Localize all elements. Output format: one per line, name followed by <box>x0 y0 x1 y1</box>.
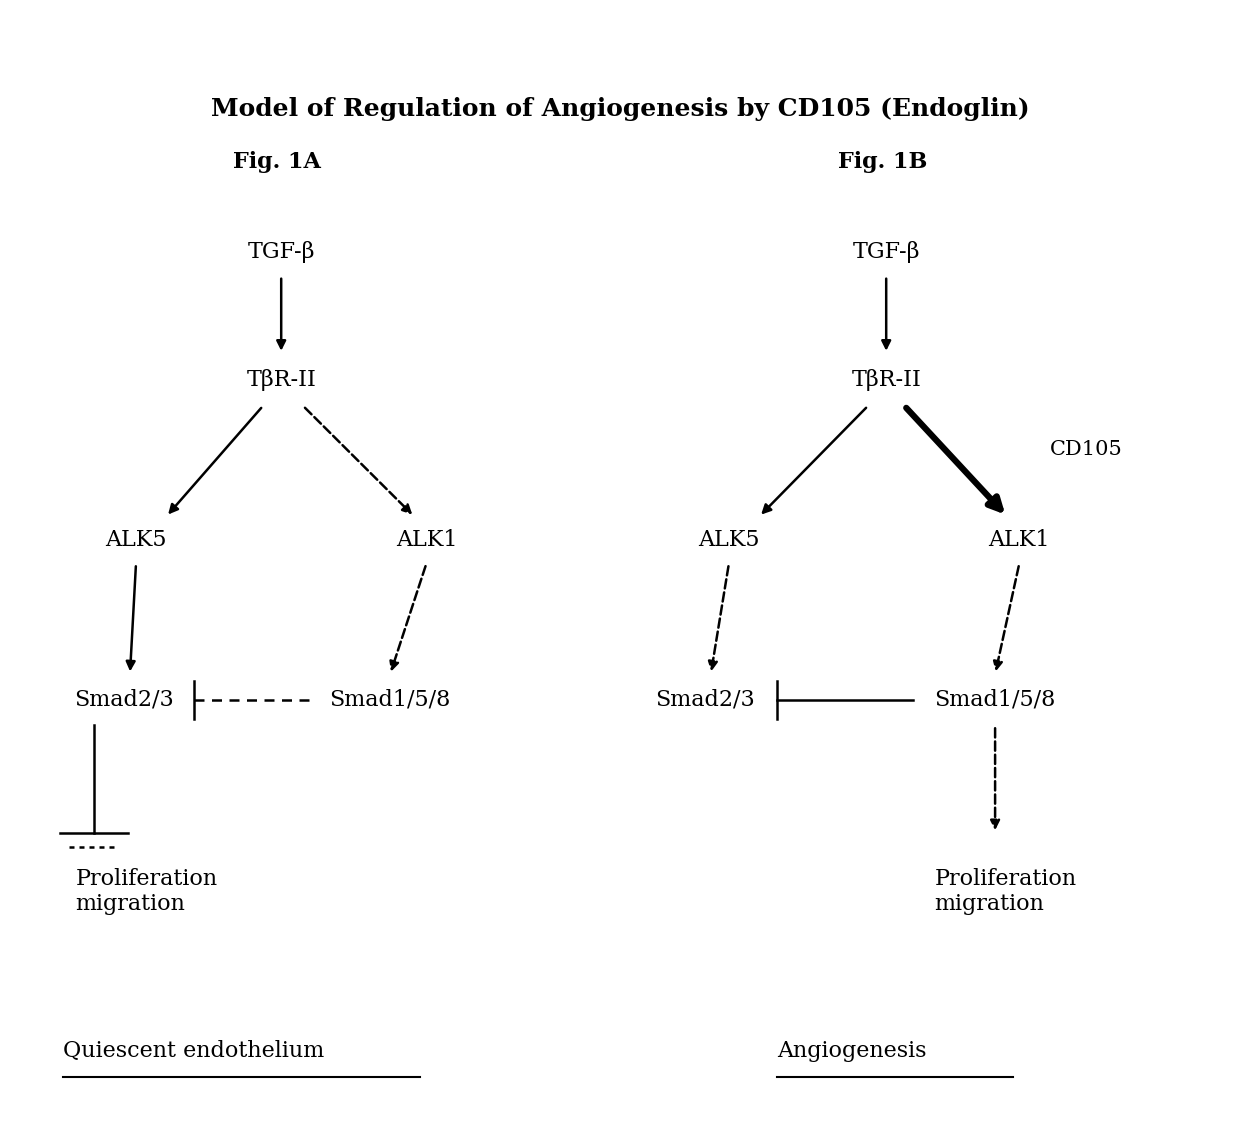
Text: CD105: CD105 <box>1049 440 1122 459</box>
Text: ALK1: ALK1 <box>396 529 458 551</box>
Text: Fig. 1B: Fig. 1B <box>838 151 928 172</box>
Text: Proliferation
migration: Proliferation migration <box>76 868 218 915</box>
Text: Quiescent endothelium: Quiescent endothelium <box>63 1041 325 1062</box>
Text: TβR-II: TβR-II <box>852 370 921 391</box>
Text: Smad2/3: Smad2/3 <box>74 689 174 711</box>
Text: ALK5: ALK5 <box>105 529 166 551</box>
Text: ALK1: ALK1 <box>988 529 1050 551</box>
Text: TβR-II: TβR-II <box>247 370 316 391</box>
Text: Smad1/5/8: Smad1/5/8 <box>935 689 1055 711</box>
Text: ALK5: ALK5 <box>698 529 760 551</box>
Text: Model of Regulation of Angiogenesis by CD105 (Endoglin): Model of Regulation of Angiogenesis by C… <box>211 97 1029 121</box>
Text: Proliferation
migration: Proliferation migration <box>935 868 1076 915</box>
Text: TGF-β: TGF-β <box>852 242 920 264</box>
Text: TGF-β: TGF-β <box>248 242 315 264</box>
Text: Smad1/5/8: Smad1/5/8 <box>330 689 451 711</box>
Text: Smad2/3: Smad2/3 <box>655 689 755 711</box>
Text: Fig. 1A: Fig. 1A <box>233 151 321 172</box>
Text: Angiogenesis: Angiogenesis <box>777 1041 926 1062</box>
